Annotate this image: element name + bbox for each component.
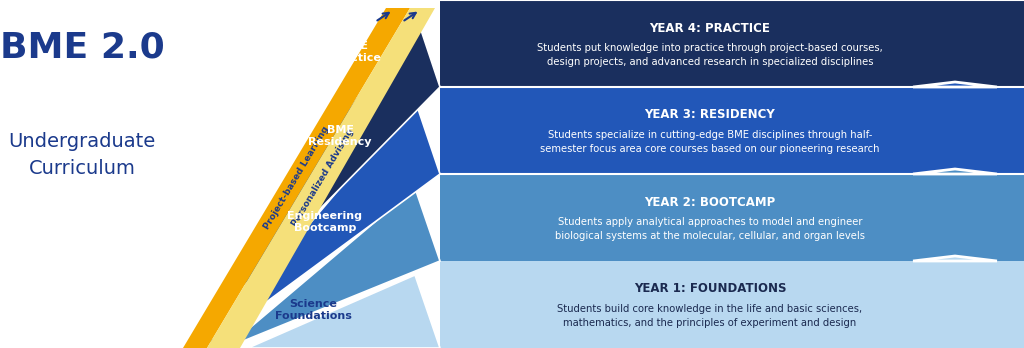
Polygon shape xyxy=(913,256,997,261)
Polygon shape xyxy=(183,12,440,348)
Polygon shape xyxy=(913,82,997,87)
Polygon shape xyxy=(913,169,997,174)
Text: Students put knowledge into practice through project-based courses,
design proje: Students put knowledge into practice thr… xyxy=(538,44,883,66)
Polygon shape xyxy=(183,8,410,348)
Bar xyxy=(440,174,1024,261)
Bar xyxy=(440,0,1024,87)
Text: Engineering
Bootcamp: Engineering Bootcamp xyxy=(288,211,362,233)
Polygon shape xyxy=(248,275,440,348)
Text: YEAR 1: FOUNDATIONS: YEAR 1: FOUNDATIONS xyxy=(634,283,786,295)
Bar xyxy=(440,87,1024,174)
Text: YEAR 4: PRACTICE: YEAR 4: PRACTICE xyxy=(649,22,770,34)
Text: Students specialize in cutting-edge BME disciplines through half-
semester focus: Students specialize in cutting-edge BME … xyxy=(541,130,880,153)
Polygon shape xyxy=(226,188,440,348)
Text: BME 2.0: BME 2.0 xyxy=(0,31,165,65)
Text: YEAR 3: RESIDENCY: YEAR 3: RESIDENCY xyxy=(645,109,775,121)
Bar xyxy=(440,261,1024,348)
Polygon shape xyxy=(204,100,440,348)
Text: Personalized Advising: Personalized Advising xyxy=(291,128,355,228)
Text: Project-based Learning: Project-based Learning xyxy=(262,125,331,231)
Text: YEAR 2: BOOTCAMP: YEAR 2: BOOTCAMP xyxy=(644,196,775,208)
Text: Students apply analytical approaches to model and engineer
biological systems at: Students apply analytical approaches to … xyxy=(555,218,865,240)
Text: Undergraduate
Curriculum: Undergraduate Curriculum xyxy=(8,132,156,178)
Text: Students build core knowledge in the life and basic sciences,
mathematics, and t: Students build core knowledge in the lif… xyxy=(557,304,862,327)
Text: BME
Residency: BME Residency xyxy=(308,125,372,147)
Text: Science
Foundations: Science Foundations xyxy=(274,299,351,321)
Text: BME
Practice: BME Practice xyxy=(330,41,381,63)
Polygon shape xyxy=(207,8,435,348)
